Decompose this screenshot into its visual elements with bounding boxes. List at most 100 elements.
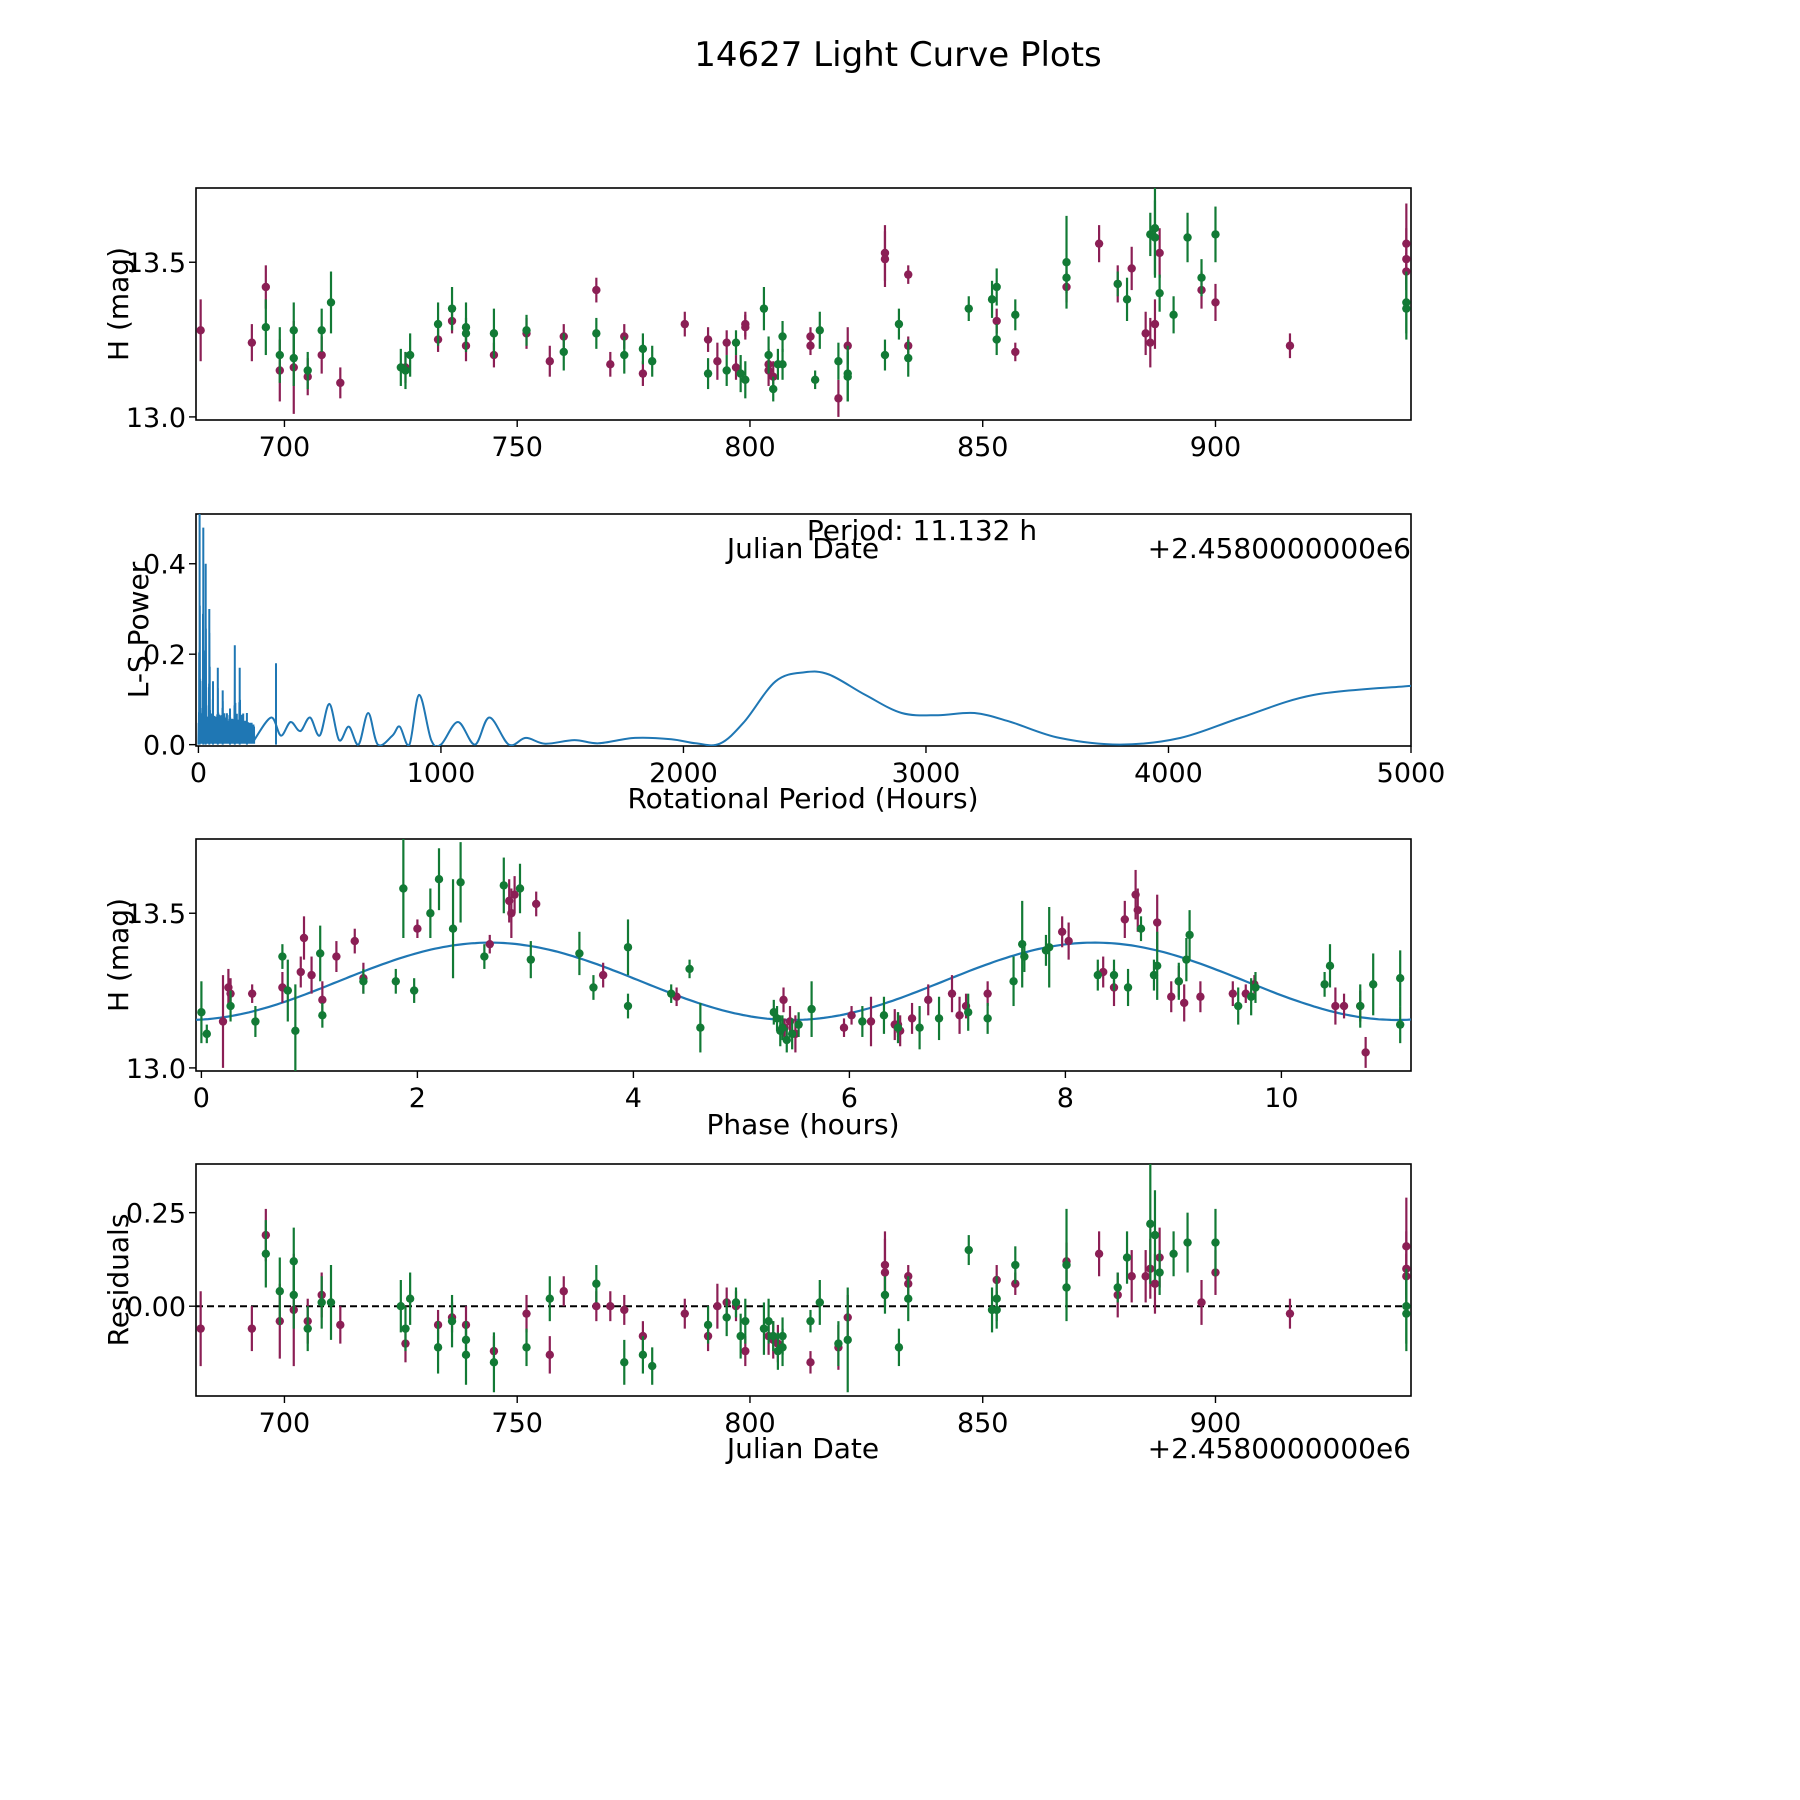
data-point xyxy=(598,970,608,980)
data-point xyxy=(291,1026,300,1035)
data-point xyxy=(332,952,341,961)
data-point xyxy=(1122,295,1132,304)
data-point xyxy=(1356,1001,1365,1011)
data-point xyxy=(741,323,750,332)
data-point xyxy=(413,924,422,933)
data-point xyxy=(326,1298,336,1307)
data-point xyxy=(447,304,457,313)
x-tick-label: 4000 xyxy=(1134,758,1203,789)
data-point xyxy=(1325,961,1335,971)
data-point xyxy=(283,986,292,995)
data-point xyxy=(1011,347,1020,357)
data-point xyxy=(522,1343,531,1352)
data-point xyxy=(1057,927,1067,936)
data-point xyxy=(736,369,745,378)
data-point xyxy=(326,298,336,307)
data-point xyxy=(834,357,843,366)
data-point xyxy=(1136,924,1146,933)
y-tick-label: 13.5 xyxy=(126,248,186,279)
data-point xyxy=(983,989,992,998)
data-point xyxy=(839,1023,849,1032)
periodogram-marks xyxy=(197,514,1411,746)
data-point xyxy=(247,338,257,347)
y-tick-label: 13.0 xyxy=(126,403,186,434)
data-point xyxy=(638,344,648,354)
data-point xyxy=(434,875,444,884)
data-point xyxy=(769,384,778,394)
data-point xyxy=(794,1020,803,1029)
data-point xyxy=(1153,961,1162,971)
periodogram-axes-frame xyxy=(195,513,1412,747)
data-point xyxy=(1251,983,1260,992)
data-point xyxy=(703,1320,713,1330)
data-point xyxy=(1011,310,1020,320)
data-point xyxy=(485,939,494,949)
data-point xyxy=(787,1029,797,1039)
data-point xyxy=(461,1335,471,1345)
residuals-x-offset: +2.4580000000e6 xyxy=(1148,1432,1411,1465)
periodogram-x-label: Rotational Period (Hours) xyxy=(627,782,978,815)
data-point xyxy=(196,326,205,335)
data-point xyxy=(769,1331,778,1341)
data-point xyxy=(1150,1230,1160,1240)
data-point xyxy=(915,1023,924,1032)
y-tick-label: 0.25 xyxy=(126,1199,186,1230)
y-tick-label: 0.00 xyxy=(126,1292,186,1323)
data-point xyxy=(202,1029,211,1039)
data-point xyxy=(522,326,531,335)
data-point xyxy=(764,1316,773,1326)
phased-x-ticks: 0 2 4 6 8 10 xyxy=(193,1071,1299,1114)
data-point xyxy=(731,338,741,347)
data-point xyxy=(880,1290,890,1300)
data-point xyxy=(1211,1238,1220,1247)
data-point xyxy=(992,335,1001,344)
data-point xyxy=(545,1350,554,1360)
phased-x-label: Phase (hours) xyxy=(706,1108,899,1141)
data-point xyxy=(592,1279,601,1288)
data-point xyxy=(1211,298,1220,307)
data-point xyxy=(1127,1272,1136,1281)
data-point xyxy=(396,1301,406,1311)
data-point xyxy=(532,899,541,909)
data-point xyxy=(426,909,435,918)
data-point xyxy=(703,335,713,344)
data-point xyxy=(815,1298,824,1307)
data-point xyxy=(1361,1048,1370,1057)
data-point xyxy=(1285,1309,1295,1318)
data-point xyxy=(759,1324,769,1333)
data-point xyxy=(247,1324,257,1333)
lightcurve-panel: 700 750 800 850 900 13.0 13.5 Julian Date +2.… xyxy=(102,187,1412,565)
data-point xyxy=(1197,273,1206,282)
data-point xyxy=(769,372,778,381)
data-point xyxy=(810,375,820,384)
data-point xyxy=(1174,977,1184,986)
phased-panel: 0 2 4 6 8 10 13.0 13.5 Phase (hours) H (mag) xyxy=(102,838,1412,1141)
data-point xyxy=(409,986,419,995)
data-point xyxy=(620,1358,629,1367)
lightcurve-y-ticks: 13.0 13.5 xyxy=(126,248,196,434)
data-point xyxy=(866,1017,876,1026)
data-point xyxy=(510,890,519,899)
data-point xyxy=(880,350,890,360)
data-point xyxy=(1185,930,1194,940)
data-point xyxy=(741,1346,750,1356)
period-annotation: Period: 11.132 h xyxy=(807,514,1037,547)
x-tick-label: 4 xyxy=(625,1083,642,1114)
data-point xyxy=(667,989,676,998)
x-tick-label: 750 xyxy=(491,432,543,463)
x-tick-label: 750 xyxy=(491,1408,543,1439)
data-point xyxy=(336,1320,345,1330)
data-point xyxy=(318,1011,327,1020)
data-point xyxy=(807,1004,816,1014)
x-tick-label: 10 xyxy=(1264,1083,1298,1114)
data-point xyxy=(1167,992,1176,1001)
data-point xyxy=(992,316,1001,326)
data-point xyxy=(1169,310,1178,320)
data-point xyxy=(907,1014,917,1023)
data-point xyxy=(296,967,305,977)
data-point xyxy=(545,1294,554,1303)
data-point xyxy=(1246,992,1256,1001)
lightcurve-marks xyxy=(196,188,1411,417)
data-point xyxy=(261,282,271,292)
data-point xyxy=(261,1249,271,1259)
